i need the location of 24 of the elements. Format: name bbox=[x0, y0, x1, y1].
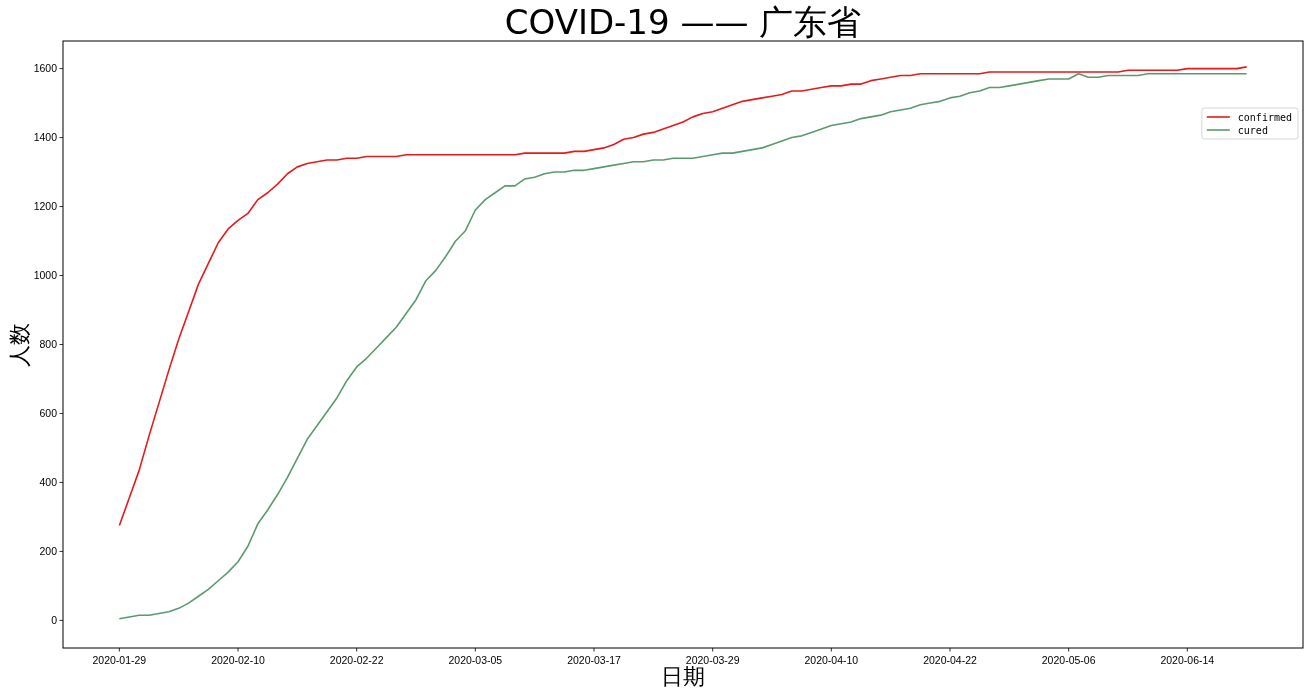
x-tick-label: 2020-04-22 bbox=[923, 654, 977, 666]
y-tick-label: 1400 bbox=[33, 131, 58, 144]
y-tick-label: 1600 bbox=[33, 62, 58, 75]
x-axis-title: 日期 bbox=[661, 664, 705, 689]
y-tick-label: 0 bbox=[51, 614, 58, 627]
x-tick-label: 2020-04-10 bbox=[804, 654, 859, 666]
x-tick-label: 2020-06-14 bbox=[1160, 654, 1215, 666]
y-tick-label: 400 bbox=[39, 476, 58, 489]
y-tick-label: 600 bbox=[39, 407, 58, 420]
x-tick-label: 2020-05-06 bbox=[1041, 654, 1096, 666]
x-tick-label: 2020-02-10 bbox=[211, 654, 266, 666]
y-tick-label: 800 bbox=[39, 338, 58, 351]
legend-label: confirmed bbox=[1237, 111, 1292, 123]
y-tick-label: 1200 bbox=[33, 200, 58, 213]
y-tick-label: 1000 bbox=[33, 269, 58, 282]
legend-label: cured bbox=[1237, 124, 1268, 136]
chart-title: COVID-19 —— 广东省 bbox=[504, 2, 862, 42]
x-tick-label: 2020-03-17 bbox=[567, 654, 622, 666]
x-tick-label: 2020-03-05 bbox=[448, 654, 503, 666]
x-tick-label: 2020-01-29 bbox=[92, 654, 147, 666]
x-tick-label: 2020-03-29 bbox=[685, 654, 740, 666]
y-axis-title: 人数 bbox=[7, 322, 32, 367]
x-tick-label: 2020-02-22 bbox=[329, 654, 384, 666]
y-tick-label: 200 bbox=[39, 545, 58, 558]
